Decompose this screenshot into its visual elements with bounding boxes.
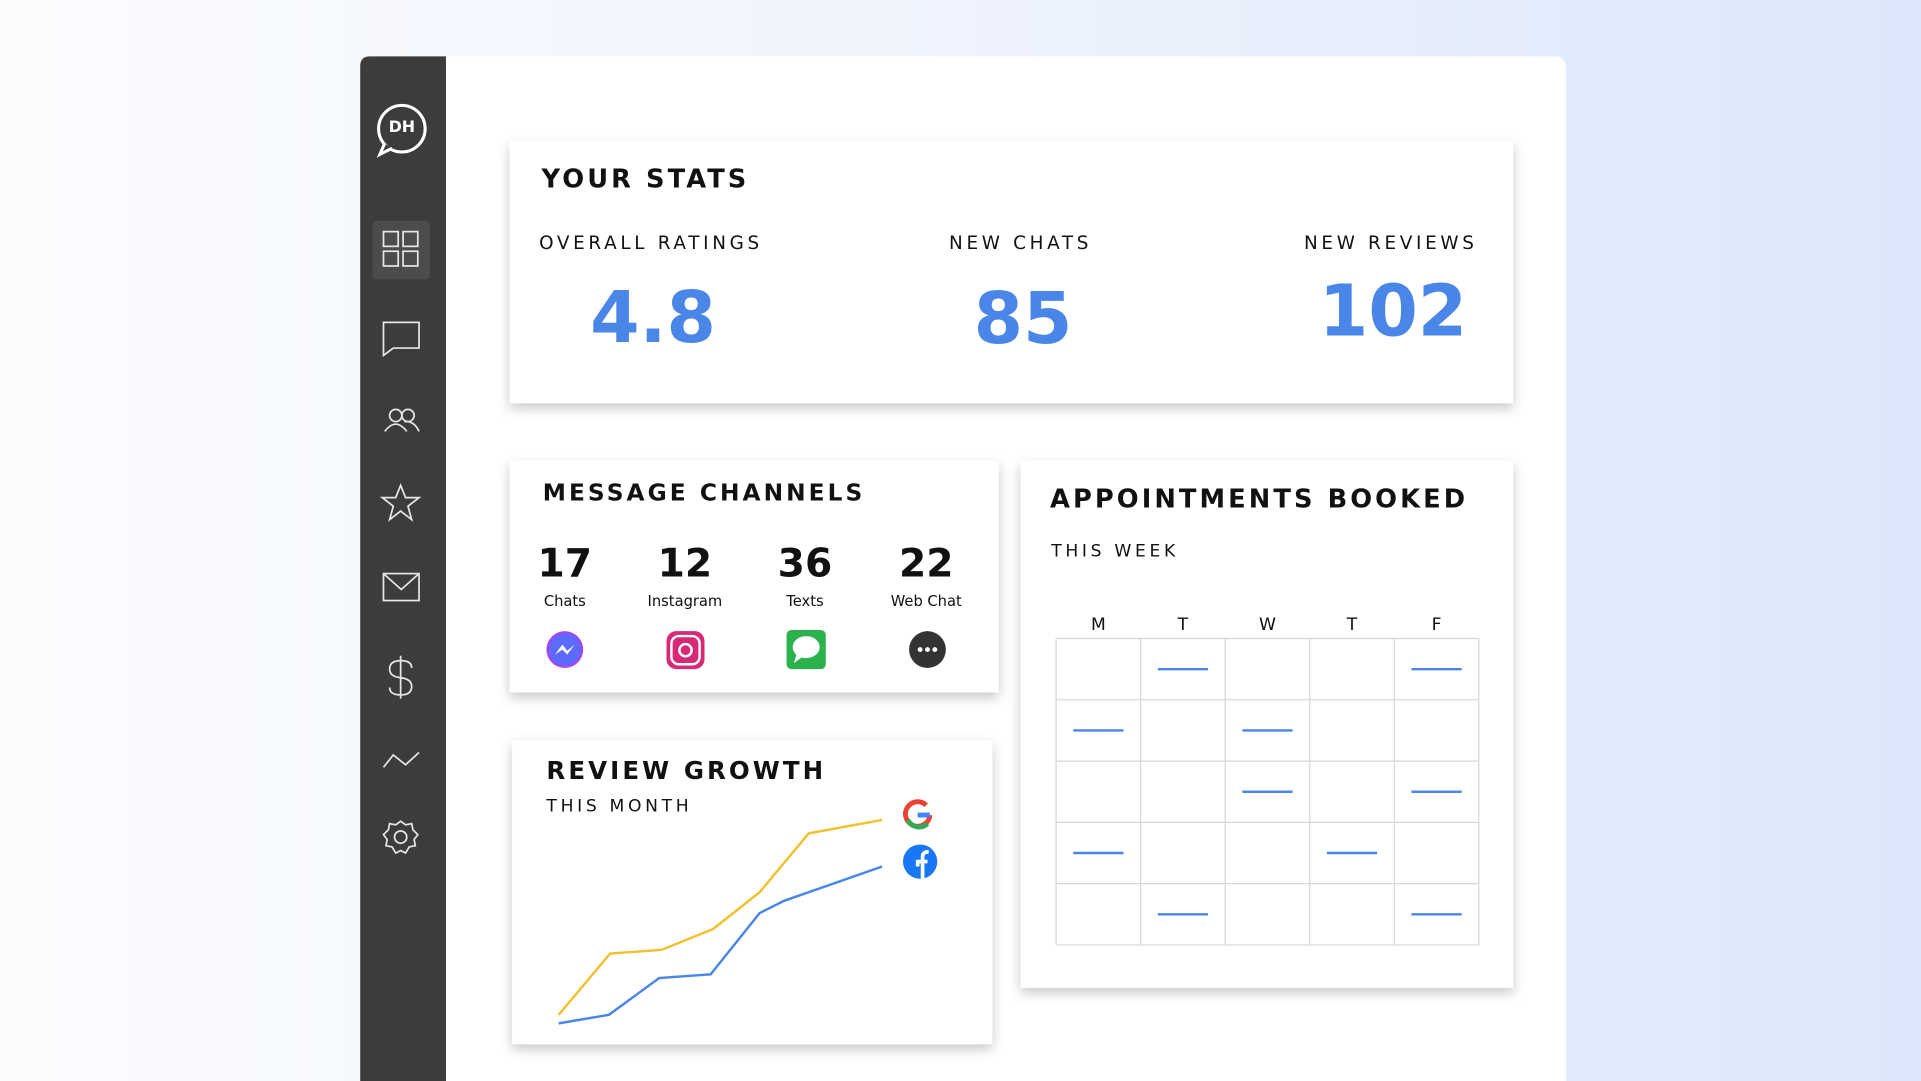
sidebar xyxy=(360,56,446,1081)
logo-text: DH xyxy=(389,117,416,136)
nav-active xyxy=(372,220,431,280)
channel-count: 12 xyxy=(658,542,713,587)
channels-title: MESSAGE CHANNELS xyxy=(543,479,866,506)
appointments-subtitle: THIS WEEK xyxy=(1050,542,1179,562)
logo[interactable]: DH xyxy=(376,103,427,158)
google-line xyxy=(557,818,883,1016)
channel-label: Chats xyxy=(544,593,586,610)
facebook-icon xyxy=(902,844,938,879)
stat-label: NEW CHATS xyxy=(949,233,1092,254)
appointments-card xyxy=(1020,460,1514,988)
day-label: T xyxy=(1177,615,1189,635)
channel-count: 17 xyxy=(538,542,593,587)
nav-dashboard[interactable] xyxy=(382,230,419,267)
stat-value: 4.8 xyxy=(590,276,716,359)
channel-label: Web Chat xyxy=(891,593,962,610)
stat-value: 85 xyxy=(974,277,1073,360)
stats-title: YOUR STATS xyxy=(541,165,750,195)
channel-label: Texts xyxy=(785,593,823,610)
nav-analytics[interactable] xyxy=(382,751,420,768)
nav-payments[interactable] xyxy=(388,655,413,699)
channel-count: 36 xyxy=(778,542,833,587)
nav-settings[interactable] xyxy=(382,820,419,855)
day-label: T xyxy=(1346,615,1358,635)
channel-count: 22 xyxy=(899,542,954,587)
stat-value: 102 xyxy=(1319,270,1467,353)
nav-mail[interactable] xyxy=(382,572,420,602)
instagram-icon xyxy=(666,631,705,670)
day-label: M xyxy=(1091,615,1106,635)
review-card xyxy=(512,740,993,1045)
review-subtitle: THIS MONTH xyxy=(545,796,692,816)
day-label: F xyxy=(1432,615,1442,635)
stats-card xyxy=(509,140,1514,404)
stat-label: NEW REVIEWS xyxy=(1304,233,1478,254)
appointments-title: APPOINTMENTS BOOKED xyxy=(1050,485,1468,515)
stat-label: OVERALL RATINGS xyxy=(539,233,763,254)
facebook-line xyxy=(558,865,883,1025)
day-label: W xyxy=(1259,615,1276,635)
review-title: REVIEW GROWTH xyxy=(546,756,826,785)
google-icon xyxy=(903,799,933,830)
nav-contacts[interactable] xyxy=(384,408,420,432)
channel-label: Instagram xyxy=(648,593,723,610)
nav-reviews[interactable] xyxy=(379,483,422,522)
channel-icons xyxy=(546,629,946,670)
nav-chats[interactable] xyxy=(382,321,420,358)
